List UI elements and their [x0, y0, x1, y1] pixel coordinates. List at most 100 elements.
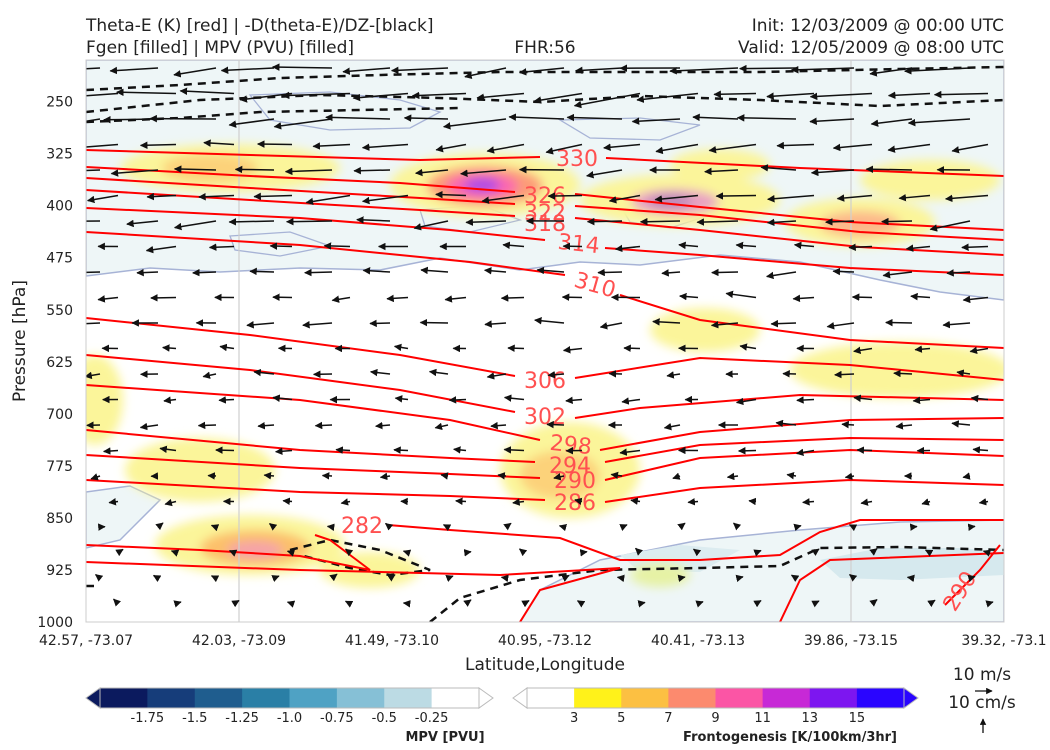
- wind-vector: [893, 369, 913, 378]
- mpv-colorbar-tick: -0.75: [320, 711, 354, 726]
- contour-label-330: 330: [556, 147, 598, 172]
- wind-vector: [802, 498, 815, 506]
- frontogenesis-colorbar-tick: 5: [617, 711, 625, 726]
- wind-vector: [898, 193, 931, 202]
- wind-vector: [500, 574, 509, 583]
- y-tick-label: 1000: [37, 615, 73, 631]
- wind-vector: [116, 88, 177, 97]
- title-left-line1: Theta-E (K) [red] | -D(theta-E)/DZ-[blac…: [85, 16, 434, 36]
- frontogenesis-colorbar-swatch: [621, 688, 669, 708]
- wind-vector: [394, 395, 409, 403]
- frontogenesis-colorbar-swatch: [574, 688, 622, 708]
- wind-vector: [220, 66, 275, 74]
- wind-vector: [139, 422, 159, 431]
- mpv-colorbar: -1.75 -1.5 -1.25 -1.0 -0.75 -0.5 -0.25 MPV [PV…: [85, 687, 494, 745]
- wind-vector: [547, 371, 565, 379]
- wind-vector: [848, 524, 858, 532]
- wind-vector: [616, 574, 625, 583]
- wind-vector: [344, 548, 354, 557]
- frontogenesis-colorbar-swatch: [809, 688, 858, 708]
- wind-vector: [231, 599, 240, 608]
- wind-vector: [159, 445, 177, 454]
- wind-vector: [739, 64, 797, 73]
- contour-label-282: 282: [341, 514, 383, 539]
- wind-vector: [484, 267, 507, 275]
- frontogenesis-colorbar-tick: 3: [570, 711, 578, 726]
- wind-vector: [558, 523, 568, 532]
- wind-vector: [326, 523, 335, 532]
- wind-vector: [978, 498, 989, 506]
- frontogenesis-colorbar-tick: 13: [801, 711, 818, 726]
- wind-vector: [155, 522, 164, 531]
- wind-vector: [597, 268, 623, 277]
- wind-vector: [179, 87, 235, 96]
- mpv-colorbar-tick: -1.25: [225, 711, 259, 726]
- wind-vector: [282, 497, 293, 506]
- wind-vector: [637, 600, 646, 608]
- wind-vector: [413, 220, 449, 231]
- wind-vector: [503, 394, 525, 402]
- wind-vector: [869, 599, 878, 607]
- wind-vector: [340, 498, 351, 506]
- frontogenesis-colorbar-label: Frontogenesis [K/100km/3hr]: [683, 730, 897, 745]
- wind-vector: [455, 497, 467, 506]
- wind-vector: [379, 472, 391, 481]
- wind-vector: [870, 118, 913, 127]
- wind-vector: [677, 522, 686, 531]
- wind-vector: [335, 446, 351, 454]
- wind-vector: [403, 114, 449, 122]
- title-init-time: Init: 12/03/2009 @ 00:00 UTC: [752, 16, 1004, 36]
- wind-vector: [442, 524, 452, 532]
- wind-vector: [848, 243, 873, 251]
- wind-vector: [329, 573, 338, 582]
- wind-vector: [234, 165, 275, 174]
- wind-vector: [305, 194, 351, 206]
- wind-vector: [885, 318, 913, 327]
- wind-vector: [853, 394, 873, 403]
- wind-vector: [895, 422, 913, 430]
- wind-vector: [518, 548, 528, 557]
- wind-vector: [269, 242, 293, 250]
- wind-vector: [444, 295, 467, 303]
- wind-vector: [464, 67, 507, 80]
- wind-vector: [536, 266, 565, 275]
- wind-vector: [273, 118, 333, 130]
- wind-vector: [766, 92, 815, 100]
- wind-vector: [162, 344, 177, 352]
- wind-vector: [795, 448, 815, 457]
- wind-vector: [393, 343, 409, 352]
- wind-vector: [793, 523, 802, 532]
- wind-vector: [608, 194, 641, 204]
- wind-vector: [312, 142, 351, 150]
- frontogenesis-fill-layer: [86, 144, 1004, 588]
- wind-vector: [579, 549, 588, 557]
- wind-vector: [962, 472, 971, 480]
- wind-vector: [677, 574, 686, 583]
- wind-vector: [574, 497, 583, 506]
- wind-vector: [415, 168, 449, 177]
- contour-label-314: 314: [556, 230, 600, 259]
- wind-vector: [86, 271, 101, 274]
- x-tick-label: 42.03, -73.09: [192, 633, 286, 649]
- frontogenesis-colorbar-max-arrow: [903, 687, 919, 709]
- wind-vector: [136, 268, 159, 277]
- frontogenesis-colorbar-swatch: [856, 688, 905, 708]
- wind-vector: [110, 169, 159, 177]
- wind-vector: [696, 218, 739, 226]
- wind-vector: [484, 320, 507, 328]
- wind-vector: [208, 243, 235, 251]
- wind-vector: [825, 218, 855, 226]
- wind-vector: [810, 168, 855, 177]
- wind-vector: [793, 241, 815, 250]
- wind-vector: [546, 420, 565, 429]
- wind-vector: [246, 321, 275, 329]
- wind-vector: [325, 113, 391, 122]
- frontogenesis-colorbar-swatch: [527, 688, 575, 708]
- wind-vector: [115, 548, 124, 557]
- wind-vector: [285, 217, 333, 226]
- wind-vector: [86, 169, 101, 172]
- wind-vector: [86, 322, 101, 325]
- wind-vector: [218, 396, 235, 404]
- wind-vector: [687, 498, 699, 506]
- x-tick-label: 39.32, -73.1: [961, 633, 1046, 649]
